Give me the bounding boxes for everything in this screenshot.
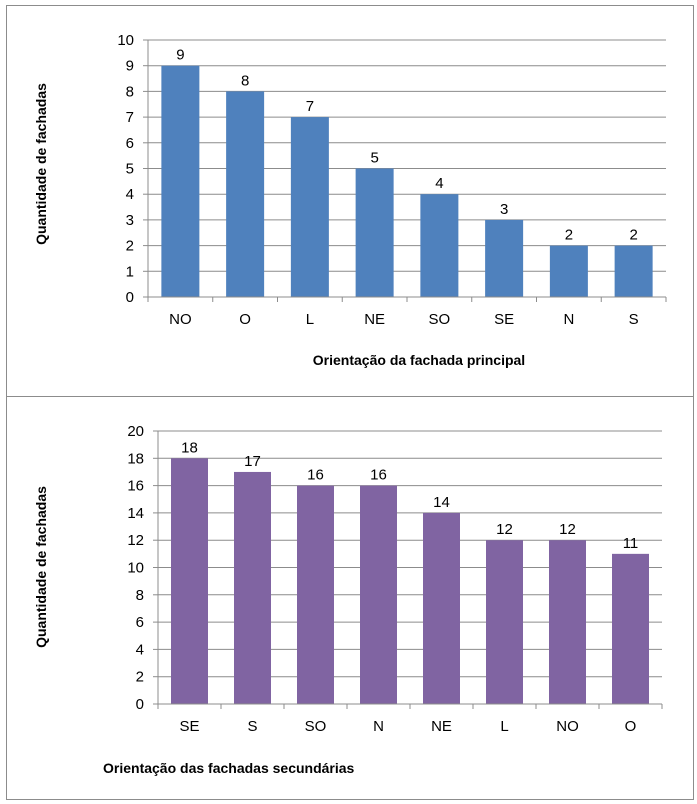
data-label-o: 11 — [623, 535, 639, 552]
bar-o — [612, 553, 649, 704]
x-category-label: O — [239, 311, 251, 328]
data-label-ne: 5 — [370, 150, 378, 167]
x-axis-title: Orientação das fachadas secundárias — [103, 760, 355, 776]
bar-ne — [355, 168, 394, 297]
x-category-label: SE — [494, 311, 514, 328]
bar-no — [549, 540, 586, 704]
data-label-n: 2 — [565, 227, 573, 244]
x-category-label: S — [247, 718, 257, 735]
y-tick-label: 8 — [126, 83, 134, 100]
y-tick-label: 2 — [126, 238, 134, 255]
x-category-label: S — [629, 311, 639, 328]
x-category-label: SO — [305, 718, 327, 735]
bar-chart-secondary-facades: 0 2 4 6 8 10 12 14 16 18 20 18 SE 17 S 16 SO 16 N 14 NE 12 L 12… — [33, 423, 663, 776]
y-tick-label: 4 — [136, 641, 144, 658]
data-label-so: 4 — [435, 175, 443, 192]
y-tick-label: 0 — [126, 289, 134, 306]
x-category-label: NO — [169, 311, 192, 328]
y-tick-label: 20 — [127, 423, 144, 440]
y-tick-label: 8 — [136, 587, 144, 604]
y-tick-label: 18 — [127, 450, 144, 467]
x-category-label: SO — [429, 311, 451, 328]
data-label-ne: 14 — [433, 494, 450, 511]
data-label-l: 12 — [496, 521, 513, 538]
y-tick-label: 10 — [117, 32, 134, 49]
x-category-label: NE — [431, 718, 452, 735]
data-label-no: 12 — [559, 521, 576, 538]
bar-so — [420, 194, 459, 297]
y-tick-label: 10 — [127, 560, 144, 577]
bar-se — [485, 219, 524, 297]
y-tick-label: 16 — [127, 478, 144, 495]
x-category-label: NO — [556, 718, 579, 735]
bar-so — [297, 485, 334, 704]
bar-l — [290, 117, 329, 297]
y-tick-label: 6 — [136, 614, 144, 631]
bar-chart-main-facade: 0 1 2 3 4 5 6 7 8 9 10 9 NO 8 O 7 L 5 NE 4 SO 3 SE 2 N 2 S Orientaç… — [33, 32, 667, 368]
y-tick-label: 6 — [126, 135, 134, 152]
data-label-n: 16 — [370, 467, 387, 484]
bar-s — [234, 471, 271, 704]
x-category-label: SE — [179, 718, 199, 735]
bar-n — [549, 245, 588, 297]
y-axis-title: Quantidade de fachadas — [33, 83, 49, 245]
y-tick-label: 7 — [126, 109, 134, 126]
bar-s — [614, 245, 653, 297]
bar-se — [171, 458, 208, 704]
y-tick-label: 12 — [127, 532, 144, 549]
y-tick-label: 14 — [127, 505, 144, 522]
data-label-so: 16 — [307, 467, 324, 484]
data-label-s: 2 — [629, 227, 637, 244]
y-tick-label: 3 — [126, 212, 134, 229]
x-category-label: NE — [364, 311, 385, 328]
bar-no — [161, 65, 200, 297]
data-label-no: 9 — [176, 47, 184, 64]
data-label-s: 17 — [244, 453, 261, 470]
y-tick-label: 1 — [126, 263, 134, 280]
data-label-o: 8 — [241, 72, 249, 89]
x-category-label: L — [500, 718, 508, 735]
data-label-se: 3 — [500, 201, 508, 218]
chart-panel-main-facade: 0 1 2 3 4 5 6 7 8 9 10 9 NO 8 O 7 L 5 NE 4 SO 3 SE 2 N 2 S Orientaç… — [6, 5, 694, 398]
data-label-se: 18 — [181, 439, 198, 456]
y-tick-label: 9 — [126, 58, 134, 75]
bar-n — [360, 485, 397, 704]
x-category-label: L — [306, 311, 314, 328]
x-axis-title: Orientação da fachada principal — [313, 352, 525, 368]
x-category-label: N — [373, 718, 384, 735]
x-category-label: N — [563, 311, 574, 328]
x-category-label: O — [625, 718, 637, 735]
bar-ne — [423, 512, 460, 704]
y-tick-label: 2 — [136, 669, 144, 686]
y-axis-title: Quantidade de fachadas — [33, 486, 49, 648]
y-tick-label: 4 — [126, 186, 134, 203]
y-tick-label: 0 — [136, 696, 144, 713]
chart-panel-secondary-facades: 0 2 4 6 8 10 12 14 16 18 20 18 SE 17 S 16 SO 16 N 14 NE 12 L 12… — [6, 396, 694, 800]
bar-o — [226, 91, 265, 298]
data-label-l: 7 — [306, 98, 314, 115]
y-tick-label: 5 — [126, 161, 134, 178]
bar-l — [486, 540, 523, 704]
